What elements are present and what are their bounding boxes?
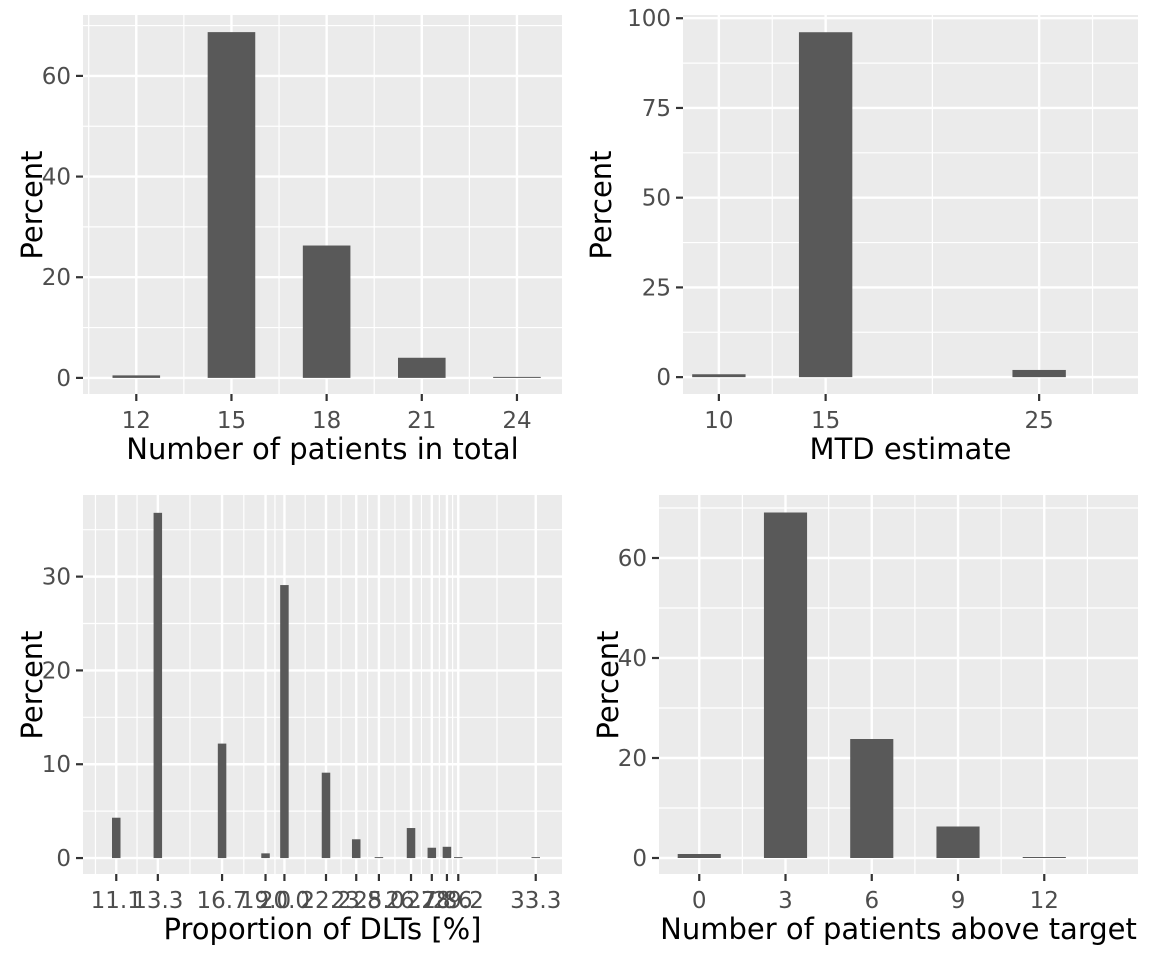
x-tick-label: 3 [778,888,793,914]
bar [112,375,161,378]
chart-mtd-estimate: 10 15 25 0 25 50 75 100 Percent MTD estimate [576,0,1152,480]
x-tick-label: 13.3 [132,888,183,914]
x-tick-label: 23.8 [331,888,382,914]
bar [677,854,721,858]
bar [763,512,808,858]
patients-above-target-plot-canvas: 0 3 6 9 12 0 20 40 60 [618,495,1138,914]
chart-number-of-patients-in-total: 12 15 18 21 24 0 20 40 60 Percent Number of pati… [0,0,576,480]
x-tick-label: 12 [1030,888,1059,914]
x-tick-label: 25 [1025,408,1054,434]
y-tick-label: 0 [632,846,647,872]
x-tick-label: 33.3 [510,888,561,914]
bar [261,853,270,859]
bar [442,846,452,859]
bar [1022,857,1066,858]
bar [280,585,289,859]
x-tick-label: 20.0 [259,888,310,914]
bar [427,847,437,859]
chart-number-of-patients-above-target: 0 3 6 9 12 0 20 40 60 Percent Number of patients… [576,480,1152,960]
y-tick-label: 20 [618,746,647,772]
bar [798,32,853,378]
x-tick-label: 12 [122,408,151,434]
bar [850,739,894,858]
y-tick-label: 20 [42,658,71,684]
panel-background [683,15,1138,394]
mtd-estimate-plot-canvas: 10 15 25 0 25 50 75 100 [627,6,1138,434]
x-tick-label: 29.2 [433,888,484,914]
y-tick-label: 0 [56,366,71,392]
y-tick-label: 25 [642,275,671,301]
y-tick-label: 60 [42,64,71,90]
x-tick-label: 16.7 [196,888,247,914]
y-axis-title: Percent [591,629,626,740]
x-tick-label: 18 [312,408,341,434]
bar [493,376,541,378]
bar [321,772,331,859]
bar [374,857,384,859]
y-tick-label: 10 [42,752,71,778]
bar [207,32,256,378]
bar [217,743,227,859]
bar [153,512,163,859]
x-tick-label: 27.8 [406,888,457,914]
y-tick-label: 40 [42,165,71,191]
x-axis-title: Proportion of DLTs [%] [163,912,482,946]
bar [692,374,746,378]
bar [406,828,416,859]
y-tick-label: 50 [642,186,671,212]
x-tick-label: 26.7 [385,888,436,914]
panel-background [659,495,1138,874]
bar [936,826,980,858]
x-tick-label: 6 [864,888,879,914]
x-tick-label: 24 [502,408,531,434]
y-tick-label: 40 [618,646,647,672]
y-tick-label: 100 [627,6,671,32]
x-tick-label: 15 [811,408,840,434]
x-tick-label: 15 [217,408,246,434]
x-tick-label: 19.0 [240,888,291,914]
chart-proportion-of-dlts: 11.1 13.3 16.7 19.0 20.0 22.2 23.8 25.0 26.7 27.8… [0,480,576,960]
bar [351,839,361,859]
y-axis-title: Percent [15,149,50,260]
x-tick-label: 10 [704,408,733,434]
y-tick-label: 0 [656,365,671,391]
y-tick-label: 0 [56,846,71,872]
y-tick-label: 75 [642,96,671,122]
x-tick-label: 9 [951,888,966,914]
x-tick-label: 28.6 [421,888,472,914]
bar [397,357,446,378]
x-axis-title: Number of patients above target [660,912,1137,946]
bar [302,245,351,378]
x-tick-label: 0 [692,888,707,914]
bar [1012,369,1066,378]
total-patients-plot-canvas: 12 15 18 21 24 0 20 40 60 [42,15,562,434]
x-tick-label: 25.0 [353,888,404,914]
y-tick-label: 30 [42,565,71,591]
dlt-proportion-plot-canvas: 11.113.3 16.719.020.022.223.825.026.727.8… [42,495,562,914]
x-axis-title: Number of patients in total [126,432,519,466]
x-tick-label: 21 [407,408,436,434]
y-axis-title: Percent [15,629,50,740]
bar [112,817,121,859]
x-axis-title: MTD estimate [809,432,1012,466]
bar [454,857,463,859]
bar [531,857,540,859]
y-tick-label: 60 [618,546,647,572]
y-tick-label: 20 [42,265,71,291]
x-tick-label: 11.1 [91,888,142,914]
y-axis-title: Percent [584,149,619,260]
x-tick-label: 22.2 [300,888,351,914]
